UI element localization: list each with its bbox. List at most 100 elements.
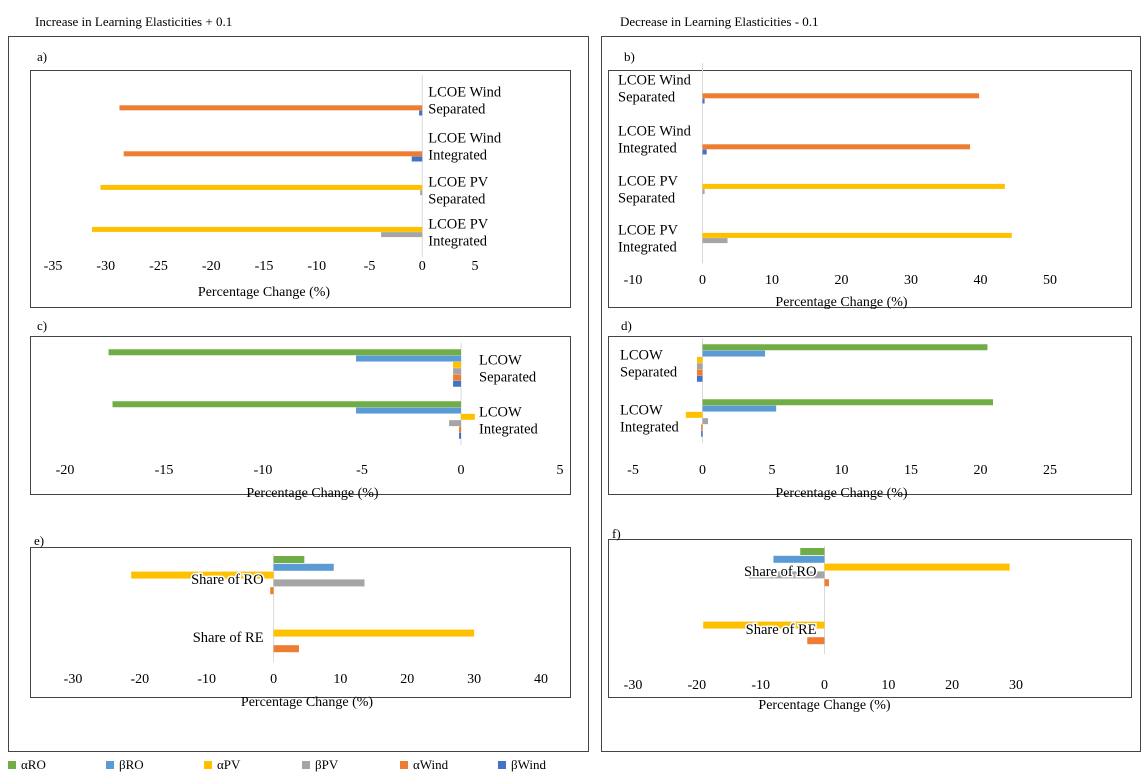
panel-label-f: f) [612, 526, 621, 541]
x-tick-label: 0 [419, 259, 426, 274]
bar [702, 238, 728, 244]
x-tick-label: 0 [699, 273, 706, 288]
panel-frame-e [30, 547, 571, 698]
bar [420, 190, 423, 196]
chart-c: c) -20 -15 -10 -5 0 5 Percentage Change (%) LCOW… [30, 318, 571, 501]
category-label: Separated [428, 102, 486, 118]
panel-label-d: d) [621, 318, 632, 333]
x-tick-label: 10 [835, 463, 849, 478]
x-tick-label: -10 [624, 273, 643, 288]
bar [119, 105, 423, 111]
x-tick-label: -5 [364, 259, 376, 274]
x-tick-label: 15 [904, 463, 918, 478]
right-section-frame [601, 36, 1141, 752]
bar [123, 151, 423, 157]
bar [824, 579, 829, 587]
x-tick-label: -30 [64, 672, 83, 687]
x-tick-label: -20 [131, 672, 150, 687]
legend-label: αPV [217, 757, 241, 772]
bar [459, 426, 461, 433]
category-label: Integrated [618, 141, 678, 157]
x-tick-label: 40 [974, 273, 988, 288]
bar [356, 355, 461, 362]
left-heading: Increase in Learning Elasticities + 0.1 [35, 14, 233, 29]
bar [702, 405, 777, 412]
x-tick-label: -25 [149, 259, 168, 274]
x-tick-label: 0 [699, 463, 706, 478]
bar [108, 349, 461, 356]
bar [411, 156, 423, 162]
bar [131, 571, 274, 579]
category-label: LCOW [620, 403, 663, 419]
category-label: Share of RE [193, 630, 264, 646]
bar [461, 413, 475, 420]
x-tick-label: -35 [44, 259, 63, 274]
category-label: LCOE PV [618, 174, 679, 190]
bar [702, 144, 971, 150]
category-label: Share of RO [744, 564, 817, 580]
x-tick-label: 5 [557, 463, 564, 478]
x-tick-label: 30 [467, 672, 481, 687]
bar [449, 420, 461, 427]
bar [696, 356, 703, 363]
legend-item: αRO [8, 757, 106, 773]
panel-frame-b [608, 70, 1132, 308]
bar [100, 184, 423, 190]
x-axis-label-c: Percentage Change (%) [246, 486, 378, 501]
category-label: Share of RO [191, 572, 264, 588]
panel-label-e: e) [34, 533, 44, 548]
legend-label: βPV [315, 757, 339, 772]
chart-b: b) -10 0 10 20 30 40 50 Percentage Change (%) LCO… [608, 49, 1132, 310]
legend-label: βWind [511, 757, 546, 772]
legend-item: βRO [106, 757, 204, 773]
bar [273, 629, 475, 637]
bar [453, 380, 461, 387]
legend-swatch [8, 761, 16, 769]
category-label: Integrated [428, 148, 488, 164]
panel-label-c: c) [37, 318, 47, 333]
x-tick-label: 20 [974, 463, 988, 478]
x-tick-label: -10 [197, 672, 216, 687]
bar [702, 232, 1012, 238]
legend-item: αWind [400, 757, 498, 773]
left-section-frame [8, 36, 589, 752]
x-tick-label: -10 [751, 678, 770, 693]
x-tick-label: -20 [202, 259, 221, 274]
bar [356, 407, 461, 414]
panel-frame-f [608, 539, 1132, 698]
legend-label: βRO [119, 757, 144, 772]
chart-f: f) -30 -20 -10 0 10 20 30 Percentage Change (%) S… [608, 526, 1132, 713]
x-tick-label: 50 [1043, 273, 1057, 288]
x-tick-label: 30 [904, 273, 918, 288]
bar [702, 418, 709, 425]
x-axis-label-b: Percentage Change (%) [775, 295, 907, 310]
legend-label: αWind [413, 757, 449, 772]
x-tick-label: -15 [255, 259, 274, 274]
category-label: Integrated [479, 422, 539, 438]
bar [702, 183, 1005, 189]
x-tick-label: -30 [96, 259, 115, 274]
bar [702, 149, 707, 155]
category-label: Separated [620, 365, 678, 381]
x-tick-label: -30 [624, 678, 643, 693]
category-label: LCOE Wind [618, 73, 692, 89]
bar [701, 424, 703, 431]
category-label: Separated [428, 192, 486, 208]
category-label: LCOE PV [618, 223, 679, 239]
x-tick-label: 20 [400, 672, 414, 687]
category-label: Share of RE [746, 622, 817, 638]
category-label: LCOW [479, 405, 522, 421]
bar [453, 374, 461, 381]
category-label: Separated [618, 90, 676, 106]
x-tick-label: 0 [270, 672, 277, 687]
bar [807, 637, 825, 645]
bar [270, 587, 274, 595]
bar [696, 369, 703, 376]
bar [696, 375, 703, 382]
chart-a: a) -35 -30 -25 -20 -15 -10 -5 0 5 Percentage Chang… [30, 49, 571, 308]
category-label: LCOW [620, 348, 663, 364]
bar [749, 571, 825, 579]
bar [702, 399, 994, 406]
x-tick-label: -5 [356, 463, 368, 478]
legend-swatch [204, 761, 212, 769]
